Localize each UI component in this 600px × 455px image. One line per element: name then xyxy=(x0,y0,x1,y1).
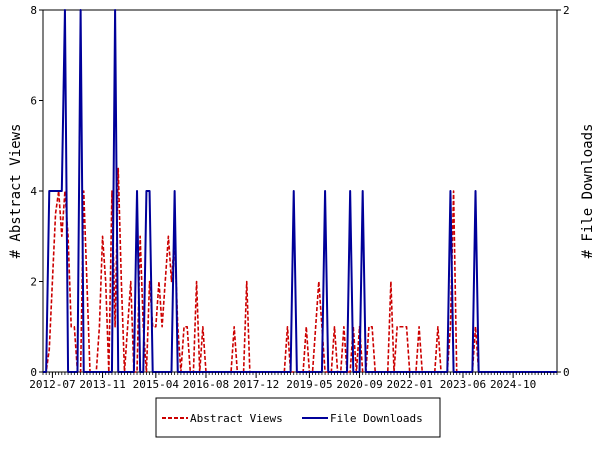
x-tick-label: 2023-06 xyxy=(440,378,486,391)
legend-label-abstract-views: Abstract Views xyxy=(190,412,283,425)
x-tick-label: 2024-10 xyxy=(490,378,536,391)
y-left-tick-label: 8 xyxy=(30,4,37,17)
y-axis-left-title: # Abstract Views xyxy=(8,124,24,259)
x-tick-label: 2012-07 xyxy=(29,378,75,391)
y-left-tick-label: 0 xyxy=(30,366,37,379)
plot-frame xyxy=(42,9,558,373)
y-left-tick-label: 6 xyxy=(30,95,37,108)
axes-layer: 2012-07 2013-11 2015-04 2016-08 2017-12 2019-… xyxy=(29,4,569,391)
y-left-tick-label: 4 xyxy=(30,185,37,198)
y-right-tick-label: 2 xyxy=(563,4,570,17)
legend: Abstract Views File Downloads xyxy=(155,397,441,438)
x-tick-label: 2017-12 xyxy=(233,378,279,391)
x-tick-label: 2016-08 xyxy=(183,378,229,391)
x-tick-label: 2013-11 xyxy=(79,378,125,391)
x-tick-label: 2022-01 xyxy=(387,378,433,391)
x-tick-label: 2015-04 xyxy=(133,378,180,391)
y-right-tick-label: 0 xyxy=(563,366,570,379)
legend-label-file-downloads: File Downloads xyxy=(330,412,423,425)
plot-area xyxy=(42,9,558,373)
y-left-tick-label: 2 xyxy=(30,276,37,289)
x-tick-label: 2019-05 xyxy=(286,378,332,391)
legend-box xyxy=(155,397,441,438)
y-axis-right-title: # File Downloads xyxy=(580,124,596,259)
x-tick-label: 2020-09 xyxy=(336,378,382,391)
